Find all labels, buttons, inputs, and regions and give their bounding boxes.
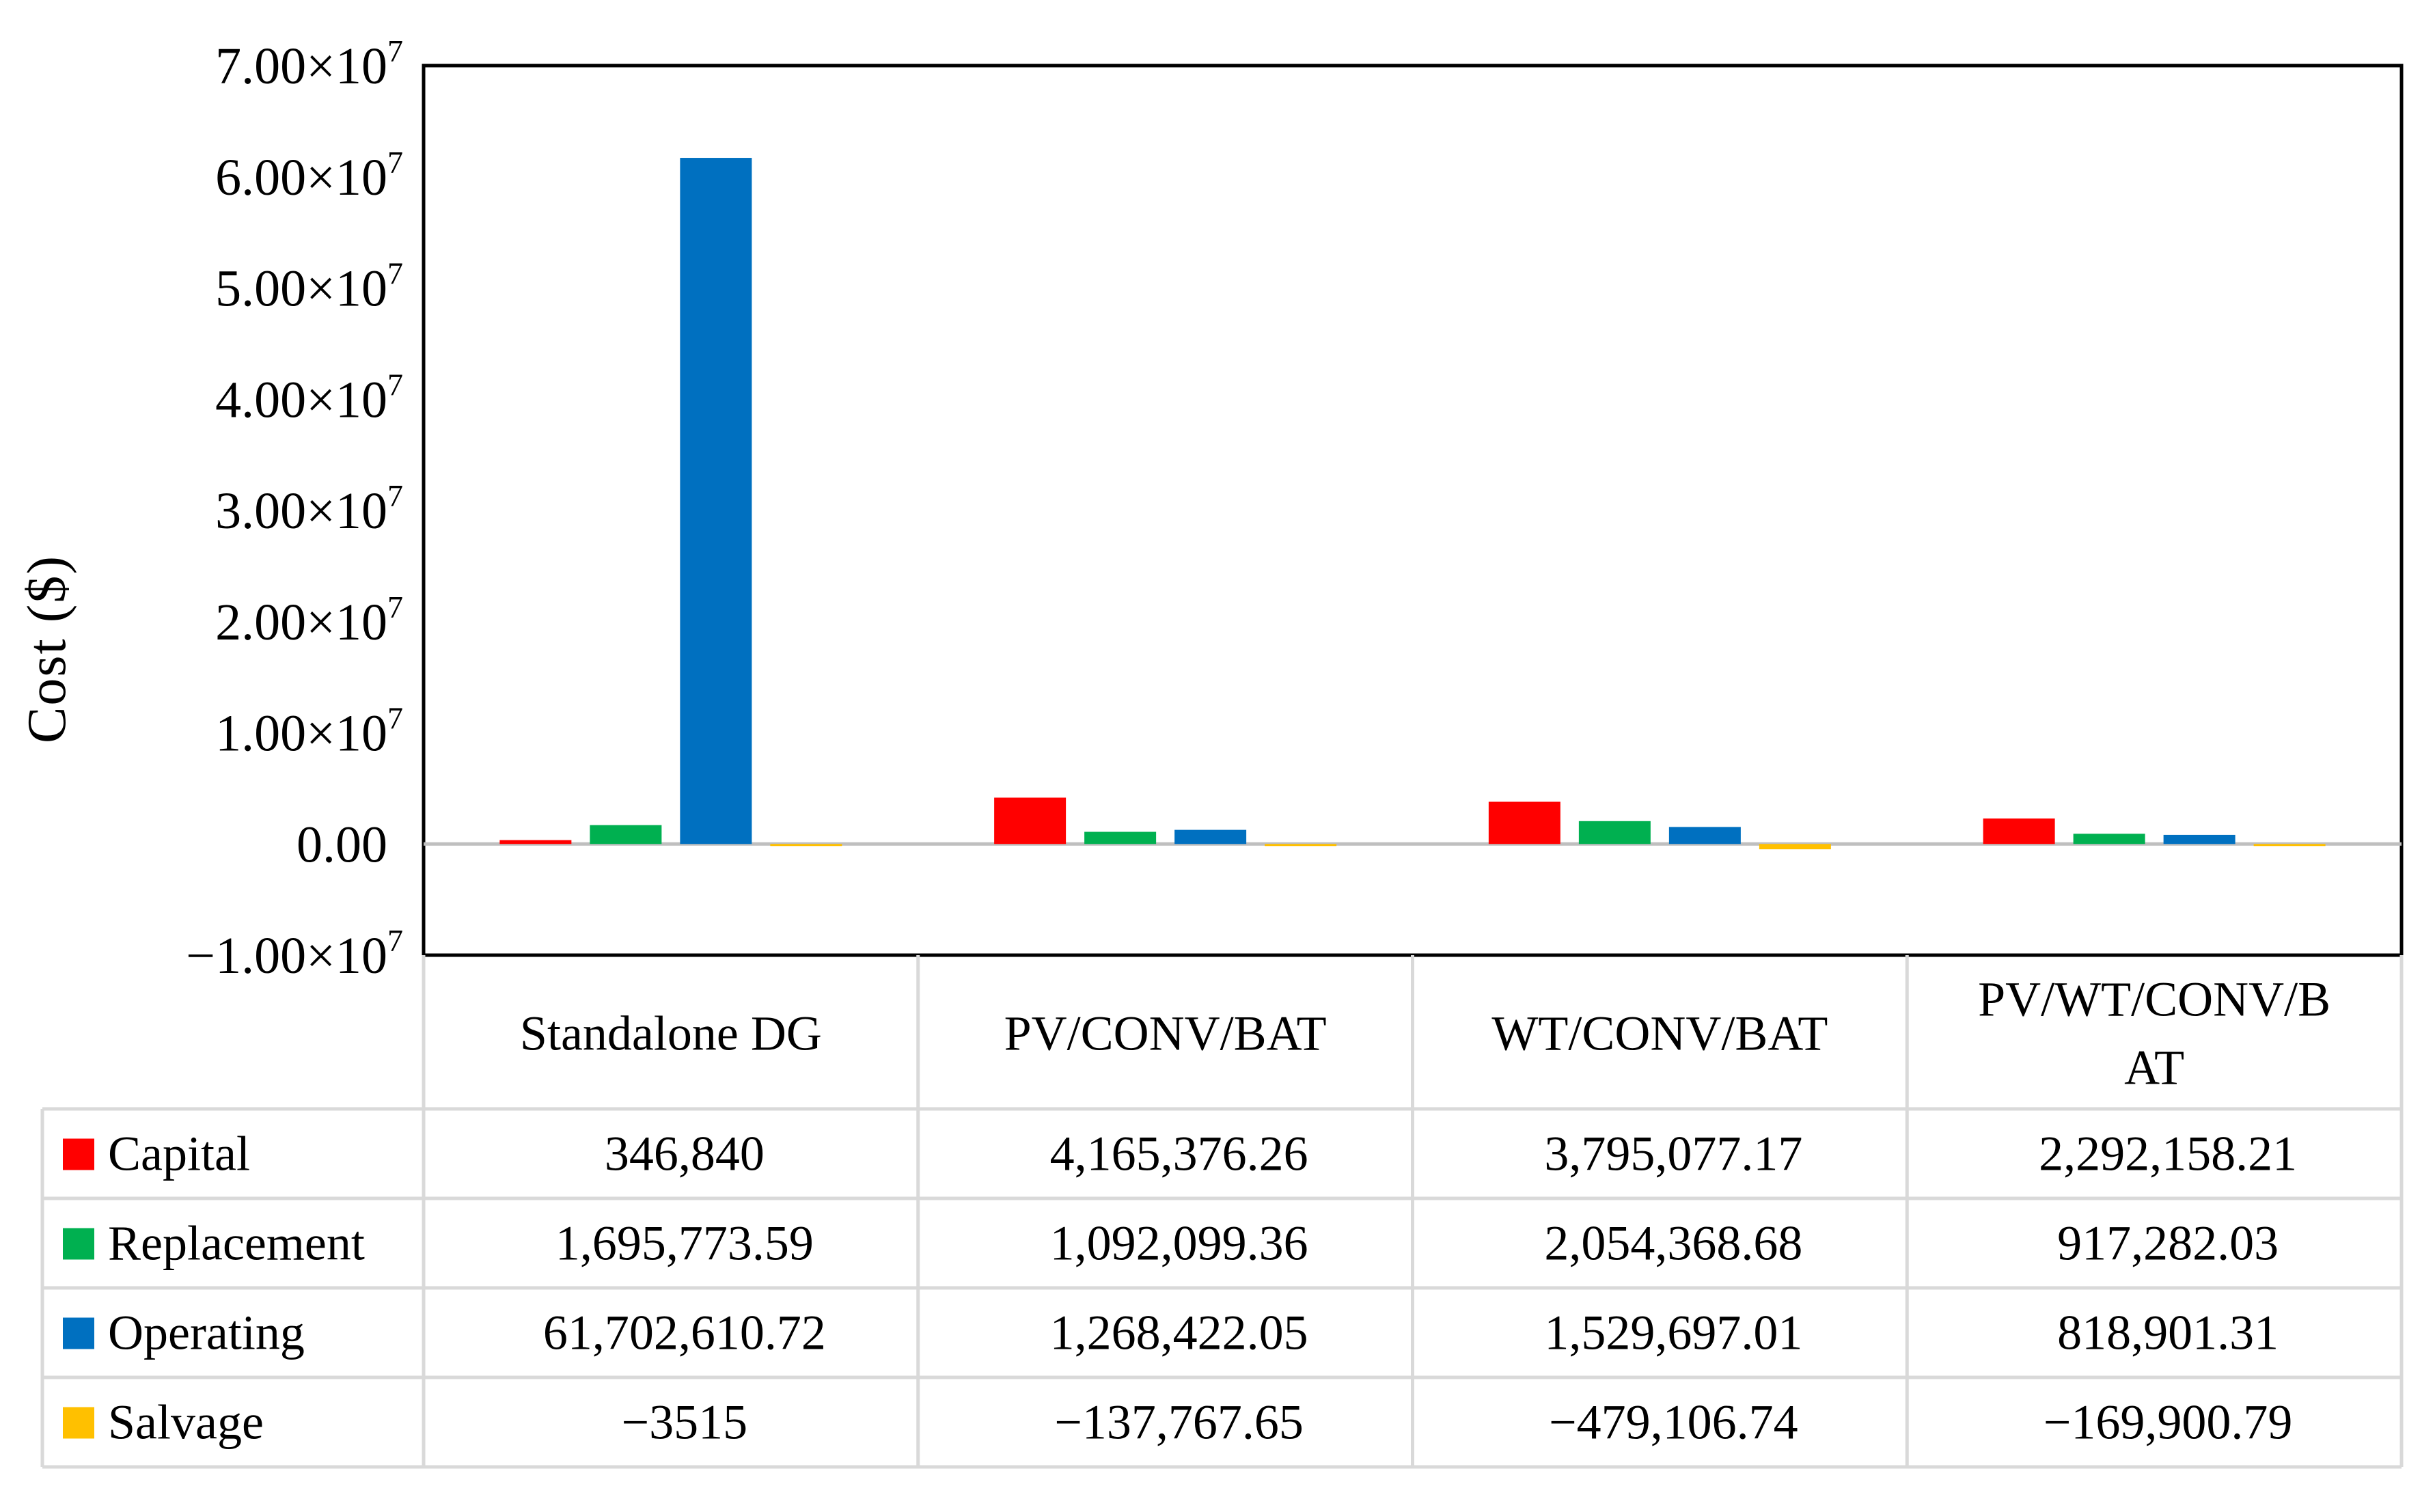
y-tick-mantissa: 6.00×10 xyxy=(215,149,387,206)
category-label: PV/WT/CONV/B xyxy=(1978,972,2330,1027)
y-tick-mantissa: −1.00×10 xyxy=(186,927,387,985)
category-label: Standalone DG xyxy=(520,1006,822,1061)
bar-capital xyxy=(1488,801,1560,844)
y-tick-exponent: 7 xyxy=(387,367,403,402)
bar-salvage xyxy=(1265,844,1337,847)
bar-operating xyxy=(1668,827,1741,844)
bar-replacement xyxy=(2073,834,2145,844)
bar-salvage xyxy=(770,844,842,847)
y-tick-label: 2.00×107 xyxy=(215,590,403,651)
data-label: 3,795,077.17 xyxy=(1544,1127,1802,1181)
y-tick-label: 7.00×107 xyxy=(215,33,403,95)
y-tick-mantissa: 3.00×10 xyxy=(215,482,387,540)
legend-key-replacement xyxy=(63,1228,94,1260)
y-tick-exponent: 7 xyxy=(387,145,403,180)
legend-label: Capital xyxy=(108,1127,250,1181)
y-axis: −1.00×1070.0071.00×1072.00×1073.00×1074.… xyxy=(186,33,403,985)
data-label: 1,268,422.05 xyxy=(1050,1306,1308,1360)
y-tick-label: 6.00×107 xyxy=(215,145,403,206)
y-tick-label: 3.00×107 xyxy=(215,478,403,540)
bar-replacement xyxy=(590,825,662,844)
data-label: −137,767.65 xyxy=(1054,1395,1304,1450)
legend-key-salvage xyxy=(63,1407,94,1439)
data-label: 917,282.03 xyxy=(2057,1216,2279,1271)
bar-operating xyxy=(2163,834,2235,844)
y-tick-mantissa: 5.00×10 xyxy=(215,260,387,318)
y-tick-exponent: 7 xyxy=(387,590,403,624)
data-label: 61,702,610.72 xyxy=(543,1306,826,1360)
y-tick-exponent: 7 xyxy=(387,478,403,513)
bars xyxy=(499,158,2326,850)
y-tick-exponent: 7 xyxy=(387,33,403,68)
y-tick-mantissa: 1.00×10 xyxy=(215,705,387,762)
y-tick-mantissa: 4.00×10 xyxy=(215,371,387,428)
bar-replacement xyxy=(1084,831,1157,844)
category-label: PV/CONV/BAT xyxy=(1004,1006,1327,1061)
y-tick-label: 4.00×107 xyxy=(215,367,403,428)
data-label: −479,106.74 xyxy=(1549,1395,1798,1450)
bar-capital xyxy=(499,840,572,844)
category-label: AT xyxy=(2124,1041,2184,1095)
bar-operating xyxy=(1174,829,1247,844)
y-tick-label: 1.00×107 xyxy=(215,701,403,762)
bar-salvage xyxy=(1759,844,1831,850)
y-tick-exponent: 7 xyxy=(387,256,403,291)
legend-label: Operating xyxy=(108,1306,305,1360)
category-label: WT/CONV/BAT xyxy=(1491,1006,1828,1061)
y-tick-mantissa: 7.00×10 xyxy=(215,38,387,95)
bar-capital xyxy=(994,797,1067,844)
y-tick-exponent-spacer: 7 xyxy=(387,812,403,847)
y-tick-label: 0.007 xyxy=(297,812,403,873)
data-label: 1,695,773.59 xyxy=(555,1216,814,1271)
legend-label: Replacement xyxy=(108,1216,365,1271)
data-label: 1,529,697.01 xyxy=(1544,1306,1802,1360)
y-tick-mantissa: 0.00 xyxy=(297,816,387,873)
legend-key-operating xyxy=(63,1317,94,1349)
y-tick-exponent: 7 xyxy=(387,701,403,736)
data-label: −169,900.79 xyxy=(2044,1395,2293,1450)
data-label: 4,165,376.26 xyxy=(1050,1127,1308,1181)
bar-replacement xyxy=(1578,821,1651,844)
data-label: 2,292,158.21 xyxy=(2039,1127,2297,1181)
bar-operating xyxy=(680,158,752,844)
data-label: 1,092,099.36 xyxy=(1050,1216,1308,1271)
y-tick-mantissa: 2.00×10 xyxy=(215,594,387,651)
y-tick-exponent: 7 xyxy=(387,923,403,958)
legend-key-capital xyxy=(63,1138,94,1170)
data-label: 2,054,368.68 xyxy=(1544,1216,1802,1271)
bar-salvage xyxy=(2253,844,2326,847)
data-label: 346,840 xyxy=(605,1127,765,1181)
bar-capital xyxy=(1983,818,2055,844)
y-tick-label: −1.00×107 xyxy=(186,923,403,985)
data-label: 818,901.31 xyxy=(2057,1306,2279,1360)
y-axis-title: Cost ($) xyxy=(17,555,77,743)
y-tick-label: 5.00×107 xyxy=(215,256,403,318)
data-table: Standalone DG PV/CONV/BAT WT/CONV/BAT PV/WT… xyxy=(40,955,2404,1469)
legend-label: Salvage xyxy=(108,1395,264,1450)
data-label: −3515 xyxy=(622,1395,748,1450)
